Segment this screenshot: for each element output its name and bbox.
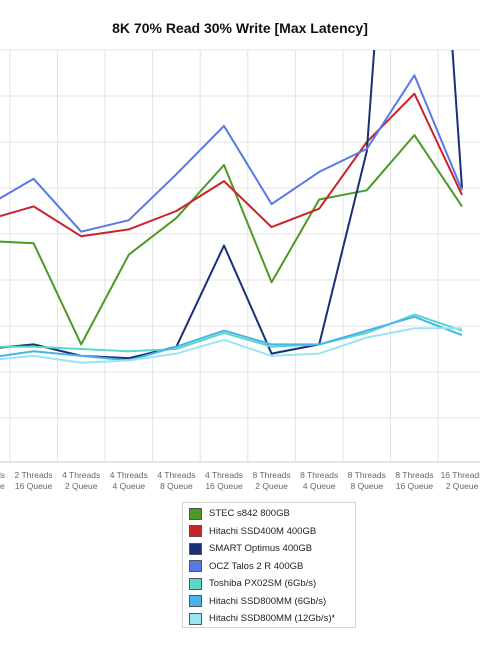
legend-item: Hitachi SSD800MM (12Gb/s)* xyxy=(189,610,355,628)
legend-swatch xyxy=(189,542,202,555)
series-line-5 xyxy=(0,315,463,362)
x-tick-label: 2 Threads 16 Queue xyxy=(15,470,53,491)
x-tick-label: 8 Threads 8 Queue xyxy=(348,470,386,491)
x-tick-label-line: 8 Threads xyxy=(395,470,433,480)
legend-item: OCZ Talos 2 R 400GB xyxy=(189,558,355,576)
x-tick-label-line: 2 Queue xyxy=(446,481,479,491)
x-tick-label-line: 2 Queue xyxy=(65,481,98,491)
x-tick-label-line: 16 Queue xyxy=(15,481,53,491)
legend-label: Hitachi SSD800MM (6Gb/s) xyxy=(209,595,327,607)
x-tick-label: 16 Threads 2 Queue xyxy=(441,470,480,491)
legend-item: SMART Optimus 400GB xyxy=(189,540,355,558)
series-group xyxy=(0,50,463,364)
x-tick-label-line: 16 Queue xyxy=(396,481,434,491)
x-tick-label-line: 4 Threads xyxy=(157,470,195,480)
legend-swatch xyxy=(189,507,202,520)
x-tick-label: 8 Threads 2 Queue xyxy=(253,470,291,491)
legend-label: SMART Optimus 400GB xyxy=(209,543,313,555)
x-tick-label-line: 4 Threads xyxy=(205,470,243,480)
x-tick-label-line: 1 Threads xyxy=(0,470,5,480)
legend-item: Hitachi SSD400M 400GB xyxy=(189,523,355,541)
x-tick-label-line: 8 Queue xyxy=(350,481,383,491)
x-tick-label: 4 Threads 16 Queue xyxy=(205,470,243,491)
x-tick-label-line: 8 Threads xyxy=(300,470,338,480)
x-tick-label: 4 Threads 8 Queue xyxy=(157,470,195,491)
series-line-6 xyxy=(0,327,462,364)
x-tick-label-line: 8 Threads xyxy=(253,470,291,480)
legend-swatch xyxy=(189,577,202,590)
legend-label: Toshiba PX02SM (6Gb/s) xyxy=(209,578,317,590)
x-tick-label: 4 Threads 2 Queue xyxy=(62,470,100,491)
series-line-1 xyxy=(0,92,463,238)
x-tick-label-line: 4 Threads xyxy=(110,470,148,480)
x-tick-label-line: 16 Queue xyxy=(0,481,5,491)
series-line-0 xyxy=(0,134,463,346)
legend-swatch xyxy=(189,595,202,608)
legend-item: Hitachi SSD800MM (6Gb/s) xyxy=(189,593,355,611)
legend-swatch xyxy=(189,525,202,538)
legend-item: Toshiba PX02SM (6Gb/s) xyxy=(189,575,355,593)
x-tick-label: 8 Threads 4 Queue xyxy=(300,470,338,491)
series-line-3 xyxy=(0,74,463,233)
legend-swatch xyxy=(189,612,202,625)
x-tick-label-line: 16 Threads xyxy=(441,470,480,480)
x-tick-label-line: 8 Threads xyxy=(348,470,386,480)
x-tick-label-line: 8 Queue xyxy=(160,481,193,491)
x-tick-label-line: 2 Queue xyxy=(255,481,288,491)
x-tick-label: 4 Threads 4 Queue xyxy=(110,470,148,491)
chart-legend: STEC s842 800GB Hitachi SSD400M 400GB SMAR… xyxy=(182,502,356,628)
x-tick-label-line: 2 Threads xyxy=(15,470,53,480)
x-tick-label-line: 4 Threads xyxy=(62,470,100,480)
x-tick-label-line: 4 Queue xyxy=(112,481,145,491)
legend-swatch xyxy=(189,560,202,573)
legend-label: OCZ Talos 2 R 400GB xyxy=(209,560,304,572)
legend-item: STEC s842 800GB xyxy=(189,505,355,523)
series-line-2 xyxy=(0,50,463,360)
x-tick-label: 8 Threads 16 Queue xyxy=(395,470,433,491)
chart-title: 8K 70% Read 30% Write [Max Latency] xyxy=(112,20,368,36)
legend-label: Hitachi SSD800MM (12Gb/s)* xyxy=(209,613,336,625)
x-tick-label-line: 16 Queue xyxy=(205,481,243,491)
x-tick-label-line: 4 Queue xyxy=(303,481,336,491)
legend-label: STEC s842 800GB xyxy=(209,508,290,520)
legend-label: Hitachi SSD400M 400GB xyxy=(209,525,317,537)
